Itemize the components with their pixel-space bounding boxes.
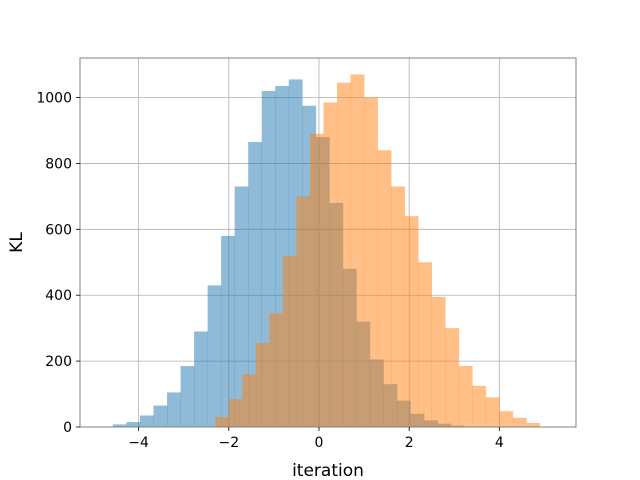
y-tick-label-0: 0 <box>63 420 72 436</box>
series-1-bar-19 <box>472 385 487 427</box>
series-0-bar-9 <box>234 186 249 427</box>
series-1-bar-0 <box>215 417 230 427</box>
series-0-bar-0 <box>112 424 127 427</box>
series-0-bar-2 <box>139 415 154 427</box>
series-1-bar-7 <box>309 133 324 427</box>
x-axis-label: iteration <box>292 461 364 480</box>
series-1-bar-17 <box>445 328 460 427</box>
series-0-bar-7 <box>207 285 222 427</box>
series-1-bar-13 <box>391 186 405 427</box>
series-1-bar-20 <box>485 397 500 427</box>
y-tick-label-2: 400 <box>45 288 72 304</box>
x-tick-label-2: 0 <box>315 435 324 451</box>
series-1-bar-11 <box>364 97 378 428</box>
y-tick-label-3: 600 <box>45 222 72 238</box>
series-0-bar-5 <box>180 366 195 427</box>
series-1-bar-2 <box>242 374 257 427</box>
series-1-bar-16 <box>431 296 446 427</box>
series-1-bar-10 <box>350 74 365 428</box>
series-0-bar-3 <box>153 405 168 427</box>
series-1-bar-21 <box>499 411 514 427</box>
series-1-bar-3 <box>255 342 270 427</box>
x-tick-label-1: −2 <box>218 435 239 451</box>
y-tick-label-4: 800 <box>45 156 72 172</box>
series-1-bar-18 <box>458 366 473 427</box>
series-0-bar-1 <box>126 422 141 427</box>
series-1-bar-8 <box>323 102 338 428</box>
series-1-bar-15 <box>418 262 433 427</box>
y-axis-label: KL <box>7 232 27 253</box>
series-1-bar-6 <box>296 196 311 427</box>
x-tick-label-0: −4 <box>128 435 149 451</box>
series-0-bar-6 <box>194 331 208 427</box>
plot-frame <box>79 57 577 428</box>
series-1-bar-9 <box>337 82 351 427</box>
series-1-bar-4 <box>269 313 284 427</box>
y-tick-label-1: 200 <box>45 354 72 370</box>
series-1-bar-22 <box>512 417 527 427</box>
x-tick-label-4: 4 <box>495 435 504 451</box>
series-0-bar-4 <box>167 392 181 427</box>
series-1-bar-14 <box>404 216 419 427</box>
series-1-bar-5 <box>282 255 297 427</box>
series-0-bar-8 <box>221 235 235 427</box>
series-1-bar-1 <box>228 398 243 427</box>
axis-ticks: −4 −2 0 2 4 0 200 400 600 800 1000 <box>36 91 504 451</box>
series-1-bar-12 <box>377 150 392 427</box>
y-tick-label-5: 1000 <box>36 91 72 107</box>
x-tick-label-3: 2 <box>405 435 414 451</box>
histogram-bars <box>112 74 541 428</box>
series-1-bar-23 <box>526 423 541 427</box>
